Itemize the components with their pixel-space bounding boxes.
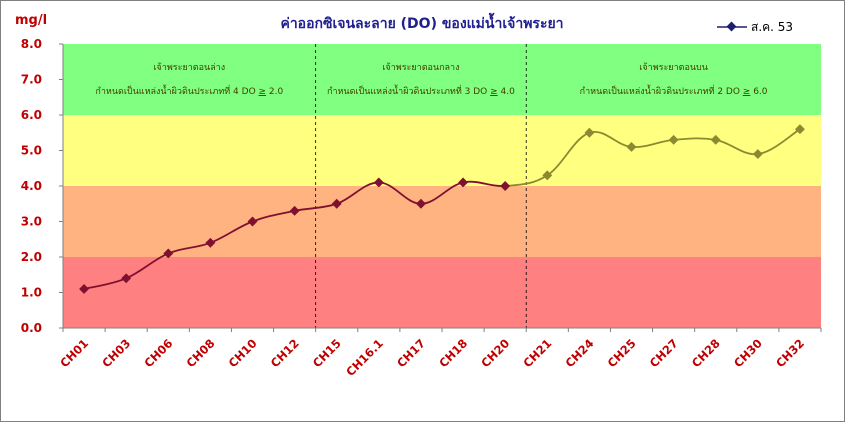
zone-note-prefix: กำหนดเป็นแหล่งน้ำผิวดินประเภทที่ 2 DO — [580, 84, 743, 97]
data-point-CH30 — [752, 149, 763, 159]
data-point-CH24 — [584, 127, 595, 138]
zone-note-ge: ≥ — [743, 87, 751, 97]
x-tick-label: CH25 — [605, 336, 639, 370]
quality-band-1 — [63, 186, 821, 257]
chart-title: ค่าออกซิเจนละลาย (DO) ของแม่น้ำเจ้าพระยา — [280, 12, 563, 32]
x-tick-label: CH20 — [478, 336, 512, 370]
data-point-CH27 — [668, 134, 679, 145]
y-tick-label: 8.0 — [21, 37, 42, 51]
x-tick-label: CH03 — [99, 336, 133, 370]
x-tick-label: CH10 — [226, 336, 260, 370]
zone-note-0: กำหนดเป็นแหล่งน้ำผิวดินประเภทที่ 4 DO ≥ … — [95, 84, 283, 97]
data-point-CH32 — [794, 124, 805, 135]
quality-band-2 — [63, 115, 821, 186]
x-ticks: CH01 CH03 CH06 CH08 CH10 CH12 CH15 CH16.1 CH17 CH… — [57, 328, 822, 379]
x-tick-label: CH15 — [310, 336, 344, 370]
zone-labels: เจ้าพระยาตอนล่างกำหนดเป็นแหล่งน้ำผิวดินป… — [95, 62, 767, 97]
y-tick-label: 5.0 — [21, 144, 42, 158]
zone-note-ge: ≥ — [490, 87, 498, 97]
y-ticks: 0.0 1.0 2.0 3.0 4.0 5.0 6.0 7.0 8.0 — [21, 37, 63, 335]
x-tick-label: CH18 — [436, 336, 470, 370]
zone-dividers — [315, 44, 527, 328]
quality-band-3 — [63, 44, 821, 115]
data-point-CH15 — [331, 198, 342, 209]
y-tick-label: 2.0 — [21, 250, 42, 264]
x-tick-label: CH12 — [268, 336, 302, 370]
legend-label: ส.ค. 53 — [751, 20, 793, 34]
data-point-CH21 — [542, 170, 553, 181]
x-tick-label: CH24 — [563, 336, 597, 370]
data-point-CH28 — [710, 134, 721, 145]
data-point-CH17 — [415, 198, 426, 209]
x-tick-label: CH08 — [184, 336, 218, 370]
zone-note-value: 6.0 — [750, 87, 767, 97]
zone-title-1: เจ้าพระยาตอนกลาง — [382, 62, 459, 73]
x-tick-label: CH21 — [520, 336, 554, 370]
zone-note-value: 2.0 — [266, 87, 283, 97]
data-point-CH08 — [205, 237, 216, 248]
x-tick-label: CH27 — [647, 336, 681, 370]
zone-note-prefix: กำหนดเป็นแหล่งน้ำผิวดินประเภทที่ 3 DO — [327, 84, 490, 97]
zone-note-value: 4.0 — [498, 87, 515, 97]
series-segment — [546, 131, 590, 177]
y-tick-label: 1.0 — [21, 286, 42, 300]
legend: ส.ค. 53 — [717, 20, 793, 34]
zone-note-2: กำหนดเป็นแหล่งน้ำผิวดินประเภทที่ 2 DO ≥ … — [580, 84, 768, 97]
zone-note-ge: ≥ — [259, 87, 267, 97]
y-tick-label: 4.0 — [21, 179, 42, 193]
data-point-CH16.1 — [373, 177, 384, 188]
data-point-CH10 — [247, 216, 258, 227]
zone-note-prefix: กำหนดเป็นแหล่งน้ำผิวดินประเภทที่ 4 DO — [95, 84, 258, 97]
data-point-CH12 — [289, 205, 300, 216]
x-tick-label: CH32 — [773, 336, 807, 370]
y-tick-label: 3.0 — [21, 215, 42, 229]
quality-bands — [63, 44, 821, 328]
zone-note-1: กำหนดเป็นแหล่งน้ำผิวดินประเภทที่ 3 DO ≥ … — [327, 84, 515, 97]
x-tick-label: CH06 — [141, 336, 175, 370]
data-point-CH20 — [500, 181, 511, 191]
data-point-CH18 — [458, 177, 469, 188]
quality-band-0 — [63, 257, 821, 328]
x-tick-label: CH17 — [394, 336, 428, 370]
legend-marker — [726, 21, 737, 32]
x-tick-label: CH16.1 — [343, 336, 386, 379]
y-tick-label: 6.0 — [21, 108, 42, 122]
x-tick-label: CH01 — [57, 336, 91, 370]
x-tick-label: CH30 — [731, 336, 765, 370]
data-point-CH06 — [163, 248, 174, 259]
y-tick-label: 7.0 — [21, 73, 42, 87]
y-axis-label: mg/l — [15, 13, 47, 28]
data-point-CH25 — [626, 142, 637, 152]
series-segment — [210, 220, 253, 244]
x-tick-label: CH28 — [689, 336, 723, 370]
zone-title-0: เจ้าพระยาตอนล่าง — [153, 62, 225, 73]
series-segment — [125, 252, 169, 280]
zone-title-2: เจ้าพระยาตอนบน — [639, 62, 708, 73]
y-tick-label: 0.0 — [21, 321, 42, 335]
